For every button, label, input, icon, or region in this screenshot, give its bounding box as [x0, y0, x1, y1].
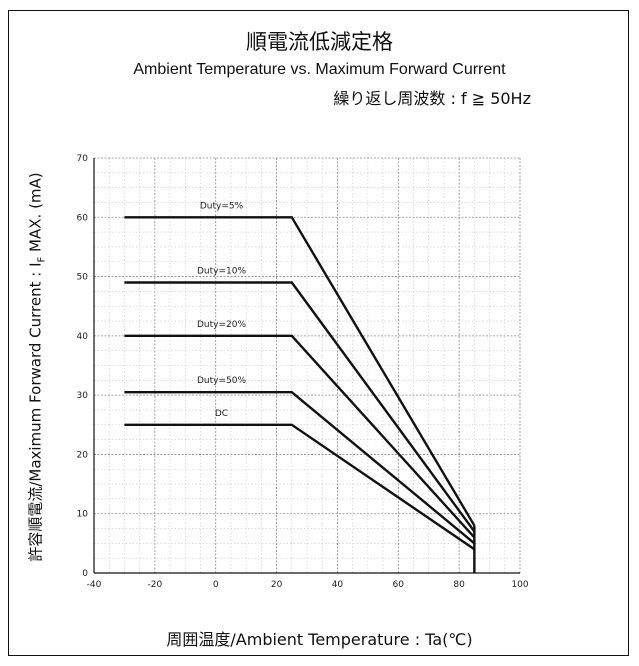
- y-tick-label: 0: [82, 569, 88, 579]
- x-tick-label: 80: [453, 580, 465, 590]
- x-tick-label: 40: [332, 580, 344, 590]
- x-tick-label: 20: [271, 580, 283, 590]
- chart-title: 順電流低減定格: [246, 30, 393, 54]
- series-label: Duty=20%: [197, 320, 246, 330]
- y-axis-label-suffix: MAX. (mA): [26, 172, 45, 257]
- chart-frame: [8, 10, 629, 656]
- series-line: [124, 334, 476, 539]
- y-tick-label: 40: [77, 332, 89, 342]
- series-label: Duty=50%: [197, 376, 246, 386]
- x-tick-label: 100: [511, 580, 528, 590]
- series-label: Duty=5%: [200, 201, 244, 211]
- y-tick-label: 30: [77, 391, 89, 401]
- series-label: DC: [215, 409, 228, 419]
- series-line: [124, 281, 476, 533]
- y-tick-label: 10: [77, 510, 89, 520]
- x-tick-label: 60: [393, 580, 405, 590]
- y-axis-label-subscript: F: [36, 256, 48, 263]
- x-tick-label: -40: [87, 580, 102, 590]
- y-tick-label: 20: [77, 450, 89, 460]
- x-tick-label: -20: [148, 580, 163, 590]
- y-tick-label: 70: [77, 154, 89, 164]
- y-axis-label-prefix: 許容順電流/Maximum Forward Current : I: [26, 262, 45, 562]
- frequency-condition: 繰り返し周波数 : f ≧ 50Hz: [333, 89, 531, 108]
- series-line: [124, 423, 476, 551]
- series-line: [124, 216, 476, 527]
- y-axis-label: 許容順電流/Maximum Forward Current : IF MAX. …: [25, 132, 48, 602]
- y-tick-label: 50: [77, 273, 89, 283]
- x-tick-label: 0: [213, 580, 219, 590]
- y-tick-label: 60: [77, 213, 89, 223]
- x-axis-label: 周囲温度/Ambient Temperature : Ta(℃): [166, 630, 473, 649]
- chart-subtitle: Ambient Temperature vs. Maximum Forward …: [133, 61, 506, 78]
- series-line: [124, 390, 476, 545]
- series-label: Duty=10%: [197, 267, 246, 277]
